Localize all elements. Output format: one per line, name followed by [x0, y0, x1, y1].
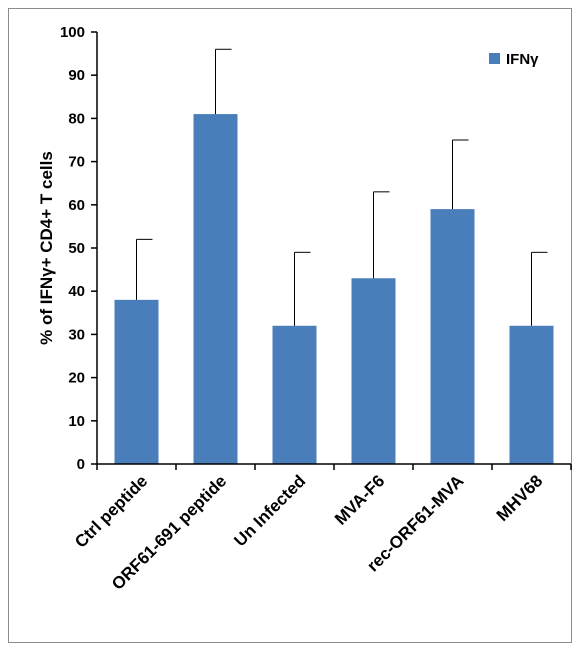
y-tick-label: 30: [68, 326, 85, 343]
legend-label: IFNγ: [506, 51, 539, 68]
bar: [430, 209, 475, 464]
y-tick-label: 60: [68, 197, 85, 214]
bar: [509, 325, 554, 464]
bar: [193, 114, 238, 464]
error-bars: [136, 48, 548, 326]
y-tick-label: 90: [68, 67, 85, 84]
category-label: Un Infected: [230, 471, 309, 550]
category-label: Ctrl peptide: [71, 471, 151, 551]
y-axis-title: % of IFNγ+ CD4+ T cells: [37, 151, 56, 345]
y-tick-label: 50: [68, 240, 85, 257]
y-tick-label: 70: [68, 154, 85, 171]
category-label: MHV68: [493, 471, 547, 525]
y-axis-ticks: 0 10 20 30 40 50 60 70 80 90 100: [60, 24, 97, 473]
y-tick-label: 10: [68, 413, 85, 430]
y-tick-label: 80: [68, 110, 85, 127]
legend: IFNγ: [489, 51, 539, 68]
y-tick-label: 40: [68, 283, 85, 300]
y-tick-label: 100: [60, 24, 85, 41]
bar: [351, 278, 396, 464]
category-label: MVA-F6: [331, 471, 388, 528]
bars: [114, 114, 554, 464]
y-tick-label: 0: [77, 456, 85, 473]
x-axis-ticks: [96, 464, 572, 470]
y-tick-label: 20: [68, 370, 85, 387]
legend-swatch: [489, 53, 500, 64]
chart-frame: [8, 8, 572, 643]
bar: [272, 325, 317, 464]
bar: [114, 299, 159, 464]
